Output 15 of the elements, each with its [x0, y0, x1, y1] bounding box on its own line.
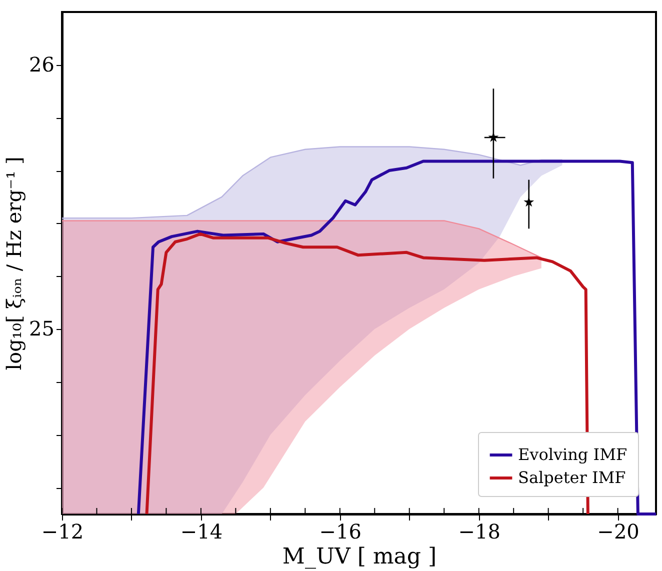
legend-label: Evolving IMF	[518, 445, 628, 464]
legend-label: Salpeter IMF	[518, 468, 626, 487]
x-tick-label: −14	[180, 520, 223, 544]
line-series	[61, 146, 563, 219]
y-tick-label: 25	[29, 316, 54, 341]
x-tick-label: −20	[597, 520, 640, 544]
x-tick-label: −16	[319, 520, 362, 544]
x-tick-label: −18	[458, 520, 500, 544]
y-tick-label: 26	[29, 52, 54, 76]
y-axis-title: log₁₀[ ξᵢₒₙ / Hz erg⁻¹ ]	[2, 156, 26, 370]
line-series	[61, 220, 542, 258]
x-axis-title: M_UV [ mag ]	[282, 544, 437, 570]
line-series	[145, 232, 590, 516]
line-series	[136, 160, 658, 516]
x-tick-label: −12	[41, 520, 84, 544]
